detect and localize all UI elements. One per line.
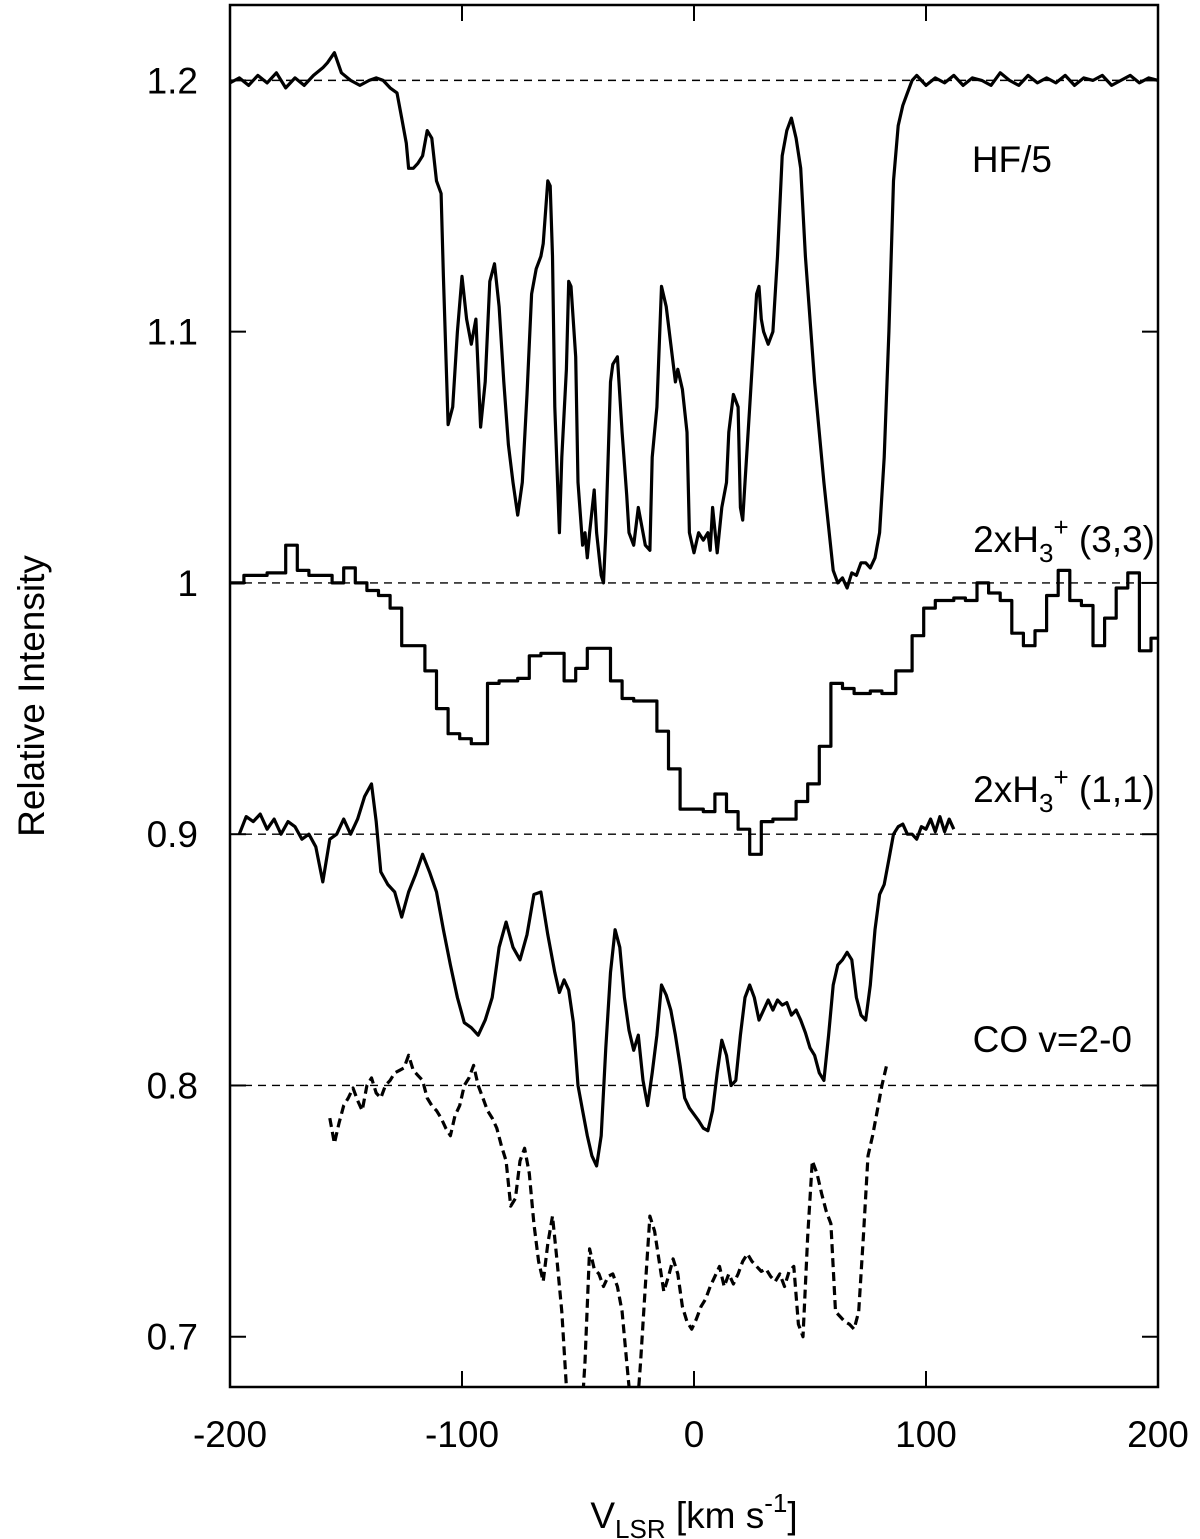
series-label-group: HF/5 2xH3+ (3,3) 2xH3+ (1,1) CO v=2-0 — [972, 139, 1155, 1060]
y-tick-label: 1.2 — [147, 60, 198, 101]
y-tick-label: 0.7 — [147, 1317, 198, 1358]
series-label-0: HF/5 — [972, 139, 1052, 180]
y-axis-title: Relative Intensity — [11, 555, 52, 837]
x-tick-label: 0 — [684, 1414, 705, 1455]
x-tick-label: -200 — [193, 1414, 267, 1455]
series-line-2 — [237, 782, 956, 1168]
y-tick-label: 0.9 — [147, 814, 198, 855]
series-group — [230, 51, 1158, 1387]
tick-group: -200 -100 0 100 200 0.7 0.8 0.9 1 1.1 1.2 — [147, 5, 1189, 1455]
x-axis-title-sub: LSR — [615, 1514, 666, 1539]
x-tick-label: 200 — [1127, 1414, 1189, 1455]
x-tick-label: 100 — [895, 1414, 957, 1455]
series-label-1: 2xH3+ (3,3) — [973, 512, 1155, 568]
y-tick-label: 0.8 — [147, 1065, 198, 1106]
x-tick-label: -100 — [425, 1414, 499, 1455]
series-line-3 — [328, 1053, 889, 1387]
series-line-0 — [230, 51, 1158, 590]
series-label-2: 2xH3+ (1,1) — [973, 762, 1155, 818]
y-tick-label: 1.1 — [147, 312, 198, 353]
x-axis-title: VLSR [km s-1] — [590, 1488, 797, 1539]
series-line-1 — [230, 543, 1158, 856]
x-axis-title-main: V — [590, 1495, 615, 1536]
x-axis-title-sup: -1 — [764, 1488, 787, 1518]
x-axis-title-end: ] — [787, 1495, 797, 1536]
x-axis-title-rest: [km s — [666, 1495, 765, 1536]
series-label-3: CO v=2-0 — [973, 1019, 1132, 1060]
y-tick-label: 1 — [177, 563, 198, 604]
